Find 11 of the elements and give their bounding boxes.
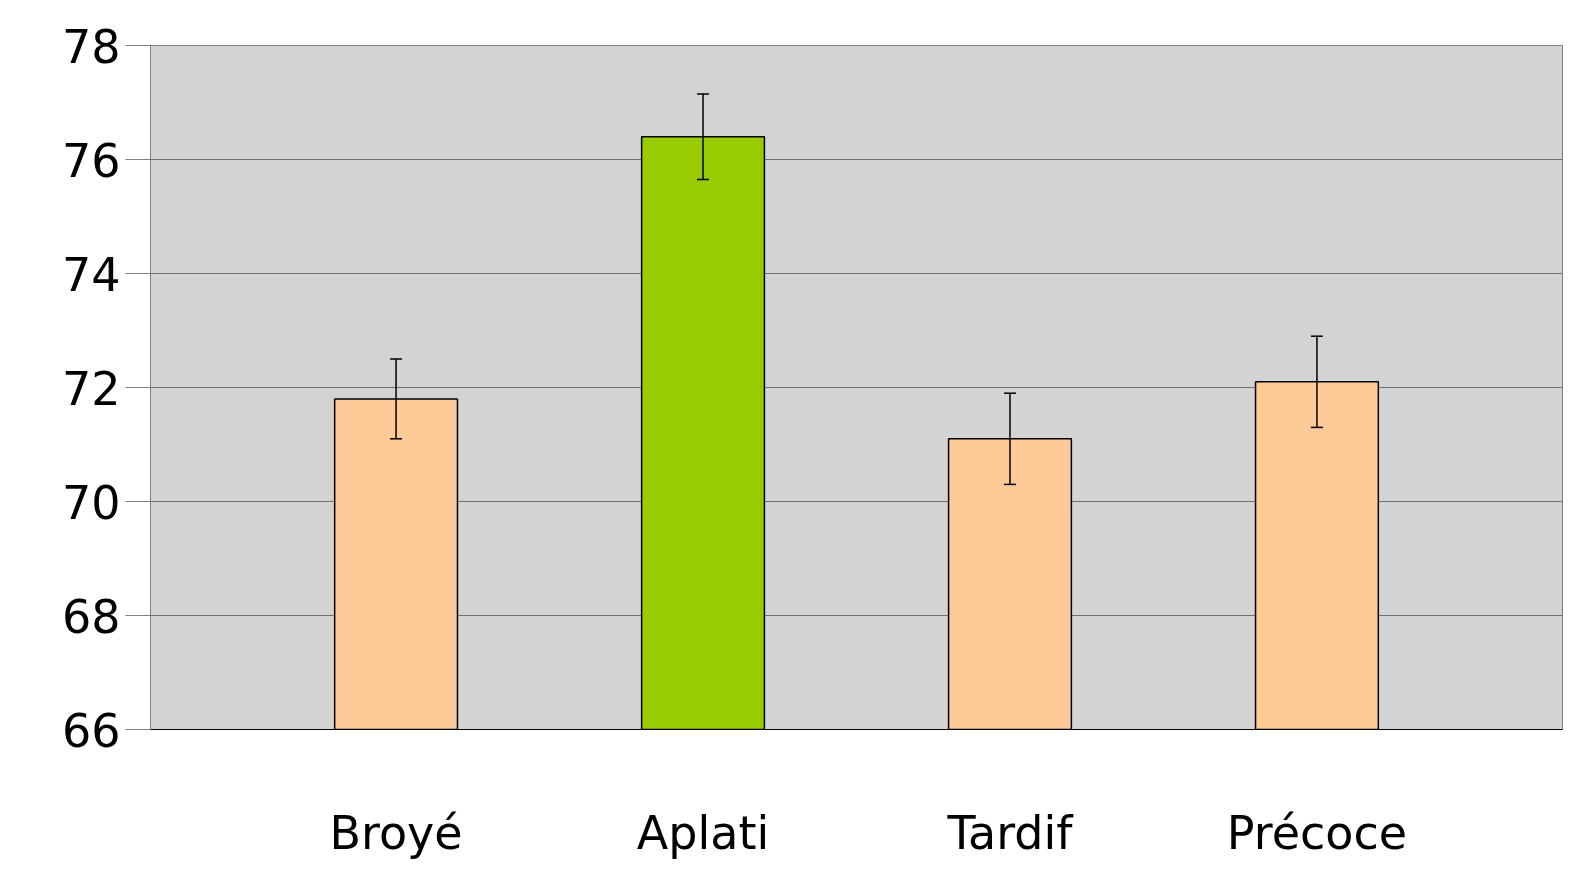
y-tick-label: 66 <box>61 703 121 758</box>
y-tick-label: 76 <box>61 133 121 188</box>
y-tick-label: 78 <box>61 19 121 74</box>
x-tick-label: Précoce <box>1226 805 1408 860</box>
y-tick-label: 70 <box>61 475 121 530</box>
y-tick-label: 74 <box>61 247 121 302</box>
y-tick-label: 72 <box>61 361 121 416</box>
x-tick-label: Broyé <box>329 805 463 860</box>
x-tick-label: Aplati <box>636 805 770 860</box>
x-tick-label: Tardif <box>946 805 1075 860</box>
y-tick-label: 68 <box>61 589 121 644</box>
